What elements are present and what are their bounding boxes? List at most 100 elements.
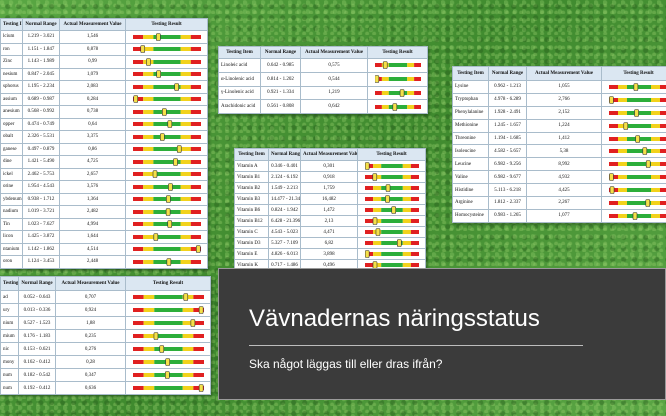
testing-item: mony (0, 355, 19, 369)
gauge-segment (132, 184, 143, 189)
result-gauge (364, 250, 419, 258)
gauge-marker (165, 207, 170, 216)
gauge-marker (161, 107, 167, 116)
column-header: Testing Result (367, 46, 428, 59)
normal-range: 1.124 - 3.453 (22, 255, 60, 269)
data-row: Vitamin B6 0.824 - 1.942 1,472 (234, 204, 426, 216)
gauge-segment (152, 184, 181, 189)
data-row: Tryptophan 4.978 - 6.289 2,766 (452, 92, 666, 107)
testing-item: nesium (0, 67, 23, 81)
gauge-segment (152, 109, 181, 114)
normal-range: 0.689 - 0.987 (22, 92, 60, 106)
result-gauge (364, 206, 419, 214)
normal-range: 0.962 - 1.213 (488, 80, 527, 94)
result-gauge (132, 306, 204, 314)
gauge-segment (380, 164, 403, 168)
gauge-marker (153, 332, 158, 340)
column-header: Normal Range (268, 148, 301, 161)
testing-result (357, 193, 426, 205)
measurement-value: 0,64 (59, 117, 126, 131)
data-row: dine 1.421 - 5.490 4,725 (0, 155, 208, 169)
testing-item: assium (0, 92, 23, 106)
gauge-segment (659, 110, 666, 115)
measurement-value: 0,28 (55, 355, 126, 369)
testing-result (601, 80, 666, 94)
result-gauge (132, 45, 201, 54)
gauge-segment (132, 109, 143, 114)
gauge-marker (166, 220, 172, 229)
data-row: anesium 0.568 - 0.992 0,738 (0, 105, 208, 119)
gauge-segment (132, 360, 144, 364)
gauge-marker (182, 293, 188, 301)
testing-result (357, 171, 426, 183)
gauge-segment (413, 63, 421, 68)
data-row: Vitamin B3 14.477 - 21.348 16,482 (234, 193, 426, 205)
gauge-segment (152, 72, 181, 77)
result-gauge (608, 186, 666, 194)
gauge-segment (372, 252, 381, 256)
testing-result (125, 105, 208, 119)
gauge-segment (381, 77, 389, 82)
gauge-segment (410, 175, 419, 179)
measurement-value: 16,482 (300, 193, 358, 205)
gauge-segment (617, 123, 627, 128)
testing-item: Vitamin D3 (234, 237, 269, 249)
column-header: Actual Measurement Value (59, 18, 126, 31)
gauge-segment (413, 104, 421, 109)
testing-item: Arachidonic acid (218, 99, 261, 114)
gauge-segment (608, 149, 618, 154)
testing-result (601, 196, 666, 210)
gauge-segment (180, 147, 191, 152)
normal-range: 0.561 - 0.808 (260, 99, 301, 114)
normal-range: 0.921 - 1.334 (260, 85, 301, 101)
gauge-segment (374, 90, 382, 95)
gauge-segment (192, 347, 204, 351)
gauge-segment (132, 59, 143, 64)
gauge-marker (608, 96, 614, 104)
result-gauge (132, 95, 201, 104)
gauge-marker (173, 82, 179, 91)
testing-item: sphorus (0, 80, 23, 94)
gauge-marker (384, 195, 390, 203)
measurement-value: 8,992 (526, 157, 602, 172)
gauge-marker (155, 70, 161, 79)
normal-range: 0.153 - 0.621 (18, 342, 56, 356)
gauge-segment (180, 84, 191, 89)
data-row: lcium 1.219 - 3.021 1,546 (0, 30, 208, 44)
measurement-value: 1,644 (59, 230, 126, 244)
gauge-marker (364, 162, 369, 170)
gauge-segment (142, 47, 153, 52)
normal-range: 4.582 - 5.657 (488, 144, 527, 159)
data-row: Leucine 6.982 - 9.256 8,992 (452, 157, 666, 172)
result-gauge (364, 184, 419, 192)
gauge-segment (132, 147, 143, 152)
measurement-value: 4,471 (300, 226, 358, 238)
data-row: nic 0.153 - 0.621 0,276 (0, 342, 211, 356)
gauge-segment (142, 147, 153, 152)
testing-item: dine (0, 155, 23, 169)
testing-result (601, 144, 666, 159)
result-gauge (132, 70, 201, 79)
gauge-segment (410, 219, 419, 223)
result-gauge (364, 228, 419, 236)
measurement-value: 4,514 (59, 242, 126, 256)
gauge-marker (167, 120, 172, 129)
data-row: nium 0.527 - 1.523 1,88 (0, 316, 211, 330)
gauge-segment (152, 134, 181, 139)
data-row: Vitamin E 4.826 - 6.013 3,898 (234, 248, 426, 260)
gauge-segment (388, 90, 407, 95)
gauge-segment (410, 241, 419, 245)
testing-item: α-Linolenic acid (218, 71, 261, 87)
testing-result (125, 192, 208, 206)
gauge-marker (375, 228, 380, 236)
testing-item: Zinc (0, 55, 23, 69)
gauge-segment (192, 295, 204, 299)
result-gauge (608, 147, 666, 156)
gauge-segment (192, 386, 204, 390)
data-row: ron 1.151 - 1.847 0,878 (0, 42, 208, 56)
gauge-segment (650, 123, 660, 128)
gauge-segment (153, 295, 183, 299)
gauge-segment (650, 200, 660, 205)
gauge-segment (364, 175, 373, 179)
